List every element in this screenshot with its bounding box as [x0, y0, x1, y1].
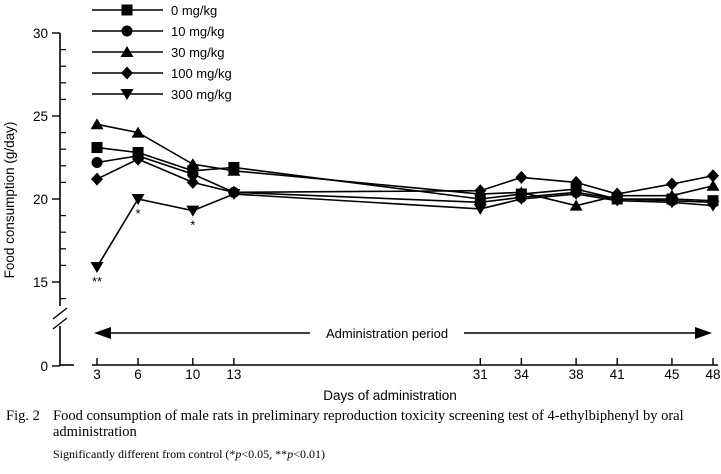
axis-break-slash [52, 317, 68, 330]
x-tick-label: 41 [610, 367, 625, 382]
note-part-italic-p: p [287, 447, 294, 461]
legend-label: 10 mg/kg [171, 24, 224, 39]
triangle-down-marker [473, 203, 487, 215]
triangle-down-marker [514, 194, 528, 205]
axis-break-slash [52, 307, 68, 320]
legend-item: 30 mg/kg [92, 45, 224, 60]
y-tick-label: 0 [40, 359, 48, 374]
x-tick-label: 3 [93, 367, 101, 382]
x-tick-label: 48 [705, 367, 720, 382]
significance-asterisk: * [136, 206, 141, 221]
y-tick-label: 25 [33, 109, 48, 124]
administration-period-arrow: Administration period [94, 326, 712, 341]
triangle-up-marker [186, 158, 200, 170]
significance-markers: **** [92, 206, 195, 289]
triangle-down-marker [120, 89, 134, 100]
series-30mgkg [90, 118, 720, 211]
figure-number: Fig. 2 [6, 408, 40, 424]
legend-item: 100 mg/kg [92, 66, 232, 81]
series-line [96, 193, 714, 268]
triangle-down-marker [131, 194, 145, 205]
series-line [96, 123, 714, 207]
caption-line1: Food consumption of male rats in prelimi… [53, 408, 684, 424]
square-marker [91, 142, 103, 154]
y-tick-label: 20 [33, 192, 48, 207]
triangle-up-marker [227, 164, 241, 176]
triangle-down-marker [610, 195, 624, 207]
triangle-up-marker [706, 179, 720, 191]
legend-label: 100 mg/kg [171, 66, 232, 81]
triangle-down-marker [90, 262, 104, 274]
triangle-down-marker [665, 197, 679, 209]
x-tick-label: 13 [226, 367, 241, 382]
diamond-marker [186, 175, 199, 189]
circle-marker [91, 156, 103, 168]
triangle-down-marker [227, 189, 241, 201]
diamond-marker [132, 152, 145, 166]
legend-label: 30 mg/kg [171, 45, 224, 60]
triangle-up-marker [120, 46, 134, 57]
x-tick-label: 6 [134, 367, 142, 382]
series-300mgkg [90, 189, 720, 274]
significance-note: Significantly different from control (*p… [0, 447, 721, 462]
diamond-marker [665, 177, 678, 191]
legend-item: 10 mg/kg [92, 24, 224, 39]
x-axis: 3 6 10 13 31 34 38 41 45 48 Days of administration [60, 358, 721, 403]
figure-caption: Fig. 2 Food consumption of male rats in … [0, 408, 721, 462]
x-tick-label: 10 [185, 367, 200, 382]
legend-item: 300 mg/kg [92, 87, 232, 102]
diamond-marker [570, 175, 583, 189]
x-axis-title: Days of administration [323, 388, 457, 403]
significance-asterisk: ** [92, 274, 102, 289]
diamond-marker [91, 172, 103, 186]
y-tick-label: 15 [33, 275, 48, 290]
note-part: Significantly different from control (* [53, 447, 236, 461]
legend-item: 0 mg/kg [92, 3, 217, 18]
triangle-up-marker [131, 126, 145, 138]
y-tick-label: 30 [33, 26, 48, 41]
series-100mgkg [91, 152, 719, 201]
legend: 0 mg/kg 10 mg/kg 30 mg/kg 100 mg/kg 300 mg/k… [92, 3, 232, 102]
triangle-down-marker [569, 189, 583, 201]
triangle-up-marker [569, 199, 583, 211]
x-tick-label: 38 [569, 367, 584, 382]
administration-period-label: Administration period [326, 326, 448, 341]
arrowhead-right [695, 327, 712, 339]
y-axis: 30 25 20 15 0 Food consumption (g/day) [2, 26, 68, 374]
legend-label: 0 mg/kg [171, 3, 217, 18]
significance-asterisk: * [190, 218, 195, 233]
series-line [96, 155, 714, 204]
series-line [96, 146, 714, 202]
x-tick-label: 34 [514, 367, 530, 382]
caption-line2: administration [53, 424, 137, 440]
x-tick-label: 45 [664, 367, 679, 382]
note-part: <0.01) [293, 447, 325, 461]
diamond-marker [474, 184, 487, 198]
diamond-marker [515, 170, 528, 184]
triangle-down-marker [186, 205, 200, 217]
series-0mgkg [91, 142, 719, 207]
x-tick-label: 31 [473, 367, 488, 382]
triangle-up-marker [90, 118, 104, 130]
note-part: <0.05, ** [241, 447, 288, 461]
series-line [96, 158, 714, 195]
caption-text: Fig. 2 Food consumption of male rats in … [0, 408, 721, 440]
diamond-marker [707, 169, 719, 183]
diamond-marker [121, 66, 133, 80]
legend-label: 300 mg/kg [171, 87, 232, 102]
y-axis-title: Food consumption (g/day) [2, 122, 17, 279]
note-part-italic-p: p [235, 447, 242, 461]
circle-marker [187, 168, 199, 180]
arrowhead-left [94, 327, 111, 339]
circle-marker [121, 25, 133, 37]
square-marker [121, 4, 133, 16]
triangle-down-marker [706, 200, 720, 212]
